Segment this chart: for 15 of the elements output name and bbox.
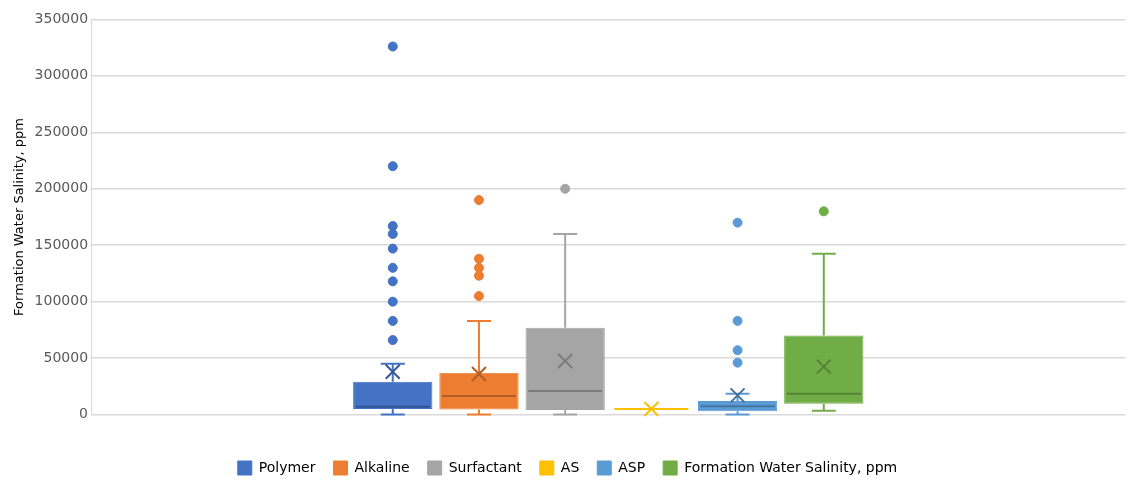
legend-label: Alkaline: [354, 458, 410, 475]
y-tick-label: 200000: [34, 179, 89, 196]
legend-label: ASP: [618, 458, 646, 475]
legend-label: Formation Water Salinity, ppm: [684, 458, 898, 475]
y-tick-label: 250000: [34, 122, 89, 139]
y-tick-label: 0: [79, 405, 89, 422]
legend-label: Surfactant: [448, 458, 523, 475]
y-tick-label: 150000: [34, 235, 89, 252]
y-axis-title: Formation Water Salinity, ppm: [11, 118, 27, 316]
legend-label: AS: [560, 458, 580, 475]
y-tick-label: 50000: [43, 348, 89, 365]
legend-label: Polymer: [258, 458, 316, 475]
y-tick-label: 300000: [34, 66, 89, 83]
y-tick-label: 100000: [34, 292, 89, 309]
y-tick-label: 350000: [34, 10, 89, 27]
